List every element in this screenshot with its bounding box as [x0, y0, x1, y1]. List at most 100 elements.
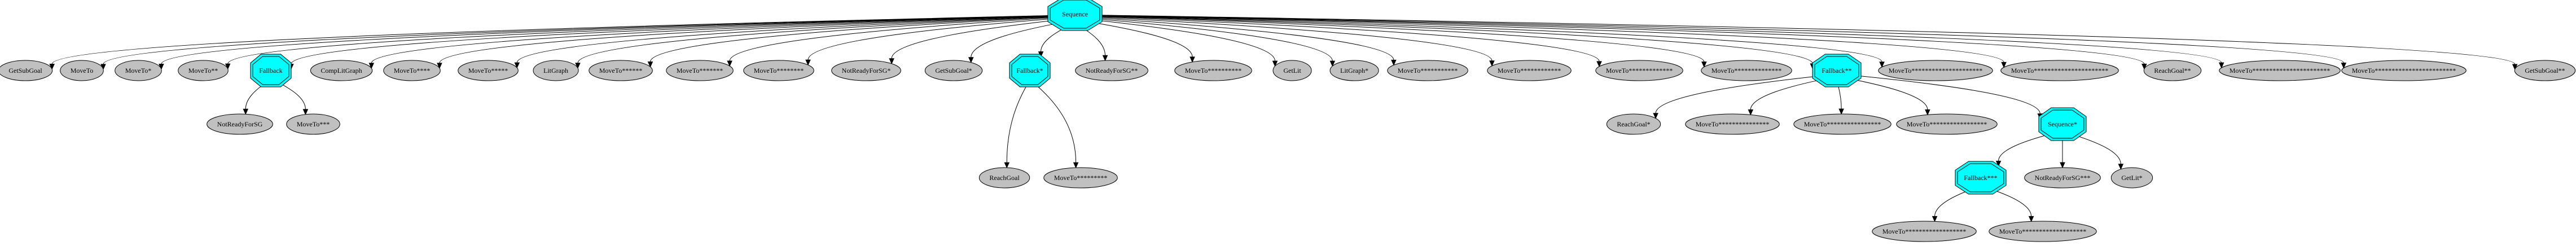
ellipse-shape [115, 60, 162, 81]
ellipse-shape [1989, 221, 2097, 242]
node-n26: MoveTo************************ [2341, 60, 2467, 81]
node-label: Fallback** [1822, 67, 1851, 74]
node-label: Fallback*** [1964, 174, 1997, 182]
arrowhead [1838, 108, 1844, 115]
edge-fb3-c8 [1856, 80, 1930, 116]
node-n7: MoveTo***** [458, 60, 519, 81]
node-label: MoveTo*********** [1398, 67, 1458, 74]
edge-line [227, 15, 1048, 64]
node-n21: MoveTo************** [1701, 60, 1792, 81]
node-label: MoveTo********************* [1889, 67, 1983, 74]
edge-line [103, 15, 1048, 64]
arrowhead [302, 109, 309, 115]
node-c3: ReachGoal [978, 167, 1030, 188]
edge-line [1102, 15, 2004, 63]
node-label: MoveTo**************** [1804, 120, 1881, 128]
edge-line [1100, 20, 1275, 62]
ellipse-shape [0, 60, 53, 81]
arrowhead [2512, 64, 2518, 71]
node-c5: ReachGoal* [1606, 113, 1661, 135]
edge-line [650, 17, 1049, 62]
arrowhead [2141, 63, 2147, 70]
ellipse-shape [924, 60, 983, 81]
node-n12: NotReadyForSG* [831, 60, 901, 81]
octagon-outer-border [1047, 0, 1103, 31]
edge-root-n6 [437, 16, 1048, 69]
edge-line [1750, 80, 1818, 110]
edge-fb3-c6 [1748, 80, 1818, 116]
node-label: MoveTo*** [297, 120, 330, 128]
node-n9: MoveTo****** [589, 60, 653, 81]
node-c2: MoveTo*** [286, 113, 340, 135]
edge-line [1102, 15, 2516, 65]
edge-root-n15 [1097, 23, 1195, 63]
ellipse-shape [1272, 60, 1312, 81]
arrowhead [2060, 162, 2065, 169]
octagon-inner-border [2040, 109, 2085, 139]
node-label: Fallback* [1016, 67, 1043, 74]
edge-line [1998, 135, 2046, 161]
node-label: NotReadyForSG* [842, 67, 891, 74]
node-label: MoveTo***************** [1907, 120, 1987, 128]
octagon-inner-border [1957, 163, 2004, 192]
octagon-outer-border [1955, 161, 2007, 195]
node-label: CompLitGraph [321, 67, 362, 74]
node-c10: GetLit* [2110, 167, 2153, 188]
node-label: GetSubGoal* [935, 67, 972, 74]
octagon-inner-border [1011, 56, 1048, 85]
edge-root-n16 [1100, 20, 1278, 67]
node-label: MoveTo [71, 67, 94, 74]
arrowhead [225, 63, 231, 70]
arrowhead [968, 57, 974, 63]
edge-root-n8 [575, 16, 1048, 69]
octagon-inner-border [1050, 0, 1100, 29]
ellipse-shape [2341, 60, 2467, 81]
edge-root-n23 [1102, 15, 2007, 68]
edge-line [1102, 16, 1813, 64]
edge-fb3-c7 [1838, 86, 1844, 115]
node-fb2: Fallback* [1009, 54, 1051, 87]
node-n27: GetSubGoal** [2514, 60, 2576, 81]
edge-line [1041, 28, 1064, 52]
node-label: NotReadyForSG** [1086, 67, 1138, 74]
node-c1: NotReadyForSG [207, 113, 273, 135]
ellipse-shape [1872, 221, 1977, 242]
node-label: Sequence* [2048, 120, 2077, 128]
ellipse-shape [2219, 60, 2341, 81]
node-root: Sequence [1047, 0, 1103, 31]
node-n4: MoveTo** [178, 60, 229, 81]
node-n6: MoveTo**** [383, 60, 441, 81]
node-c11: MoveTo****************** [1872, 221, 1977, 242]
ellipse-shape [286, 113, 340, 135]
edge-line [1995, 190, 2032, 217]
octagon-outer-border [1812, 54, 1862, 87]
node-c6: MoveTo*************** [1685, 113, 1780, 135]
node-fb4: Fallback*** [1955, 161, 2007, 195]
edge-root-n5 [368, 16, 1048, 69]
node-label: MoveTo*************** [1696, 120, 1770, 128]
edge-line [2078, 136, 2121, 164]
arrowhead [514, 62, 520, 69]
edges-layer [49, 15, 2518, 222]
edge-line [1102, 15, 2344, 63]
node-label: MoveTo***** [468, 67, 508, 74]
ellipse-shape [310, 60, 373, 81]
node-label: GetLit [1283, 67, 1301, 74]
edge-line [891, 20, 1051, 59]
arrowhead [49, 63, 55, 70]
edge-line [439, 16, 1048, 63]
octagon-outer-border [1009, 54, 1051, 87]
octagon-inner-border [252, 56, 289, 85]
edge-line [51, 15, 1048, 64]
edge-root-n20 [1102, 16, 1602, 68]
arrowhead [243, 108, 249, 115]
ellipse-shape [2110, 167, 2153, 188]
edge-seq2-c10 [2078, 136, 2124, 170]
ellipse-shape [60, 60, 104, 81]
edge-line [1655, 76, 1815, 113]
ellipse-shape [2143, 60, 2202, 81]
ellipse-shape [666, 60, 734, 81]
edge-root-n17 [1100, 19, 1336, 67]
node-n15: MoveTo********** [1174, 60, 1252, 81]
